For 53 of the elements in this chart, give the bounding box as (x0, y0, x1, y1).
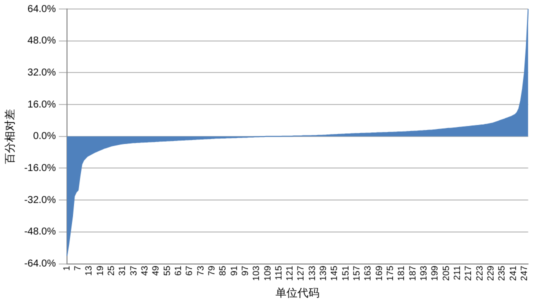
x-tick-label: 139 (318, 266, 328, 281)
y-tick-label: 16.0% (28, 99, 56, 110)
x-axis-title: 单位代码 (276, 286, 320, 300)
x-tick-label: 175 (385, 266, 396, 281)
x-tick-label: 157 (352, 266, 362, 281)
y-tick-label: 0.0% (33, 131, 56, 142)
x-tick-label: 115 (273, 266, 284, 280)
x-tick-label: 85 (218, 266, 228, 276)
x-tick-label: 211 (452, 266, 462, 280)
x-tick-label: 109 (262, 266, 272, 281)
y-tick-label: -16.0% (24, 162, 56, 174)
x-tick-label: 169 (374, 266, 384, 281)
y-tick-label: -64.0% (24, 258, 56, 270)
y-tick-label: 48.0% (28, 36, 56, 47)
x-tick-label: 13 (84, 266, 94, 276)
x-tick-label: 55 (162, 266, 172, 276)
x-tick-label: 25 (106, 266, 116, 276)
x-tick-label: 43 (139, 266, 150, 276)
x-tick-label: 181 (396, 266, 406, 281)
y-tick-label: -48.0% (24, 226, 56, 238)
x-tick-label: 217 (463, 266, 474, 281)
y-axis-title: 百分相对差 (4, 108, 17, 164)
x-tick-label: 61 (172, 266, 183, 276)
x-tick-label: 229 (485, 266, 496, 281)
x-tick-label: 199 (430, 266, 440, 281)
x-tick-label: 247 (518, 266, 529, 281)
x-tick-label: 193 (418, 266, 429, 281)
x-tick-label: 91 (228, 266, 239, 276)
x-tick-label: 7 (72, 266, 83, 271)
x-tick-label: 103 (251, 266, 262, 281)
x-tick-label: 67 (184, 266, 194, 276)
x-tick-label: 145 (329, 266, 340, 281)
x-tick-label: 73 (195, 266, 206, 276)
y-tick-label: -32.0% (24, 194, 56, 206)
x-tick-label: 97 (240, 266, 250, 276)
y-tick-label: 32.0% (28, 67, 56, 78)
x-tick-label: 151 (340, 266, 350, 281)
y-tick-label: 64.0% (28, 4, 56, 15)
x-tick-label: 235 (496, 266, 507, 281)
x-tick-label: 163 (362, 266, 373, 281)
x-tick-label: 19 (94, 266, 105, 276)
x-tick-label: 223 (474, 266, 484, 281)
x-tick-label: 241 (508, 266, 518, 281)
x-tick-label: 37 (128, 266, 138, 276)
x-tick-label: 187 (407, 266, 418, 281)
x-tick-label: 31 (117, 266, 128, 276)
x-tick-label: 79 (206, 266, 216, 276)
x-tick-label: 127 (296, 266, 306, 281)
x-tick-label: 1 (61, 266, 72, 271)
x-tick-label: 205 (440, 266, 451, 281)
x-tick-label: 49 (150, 266, 161, 276)
x-tick-label: 133 (306, 266, 317, 281)
x-tick-label: 121 (284, 266, 295, 281)
